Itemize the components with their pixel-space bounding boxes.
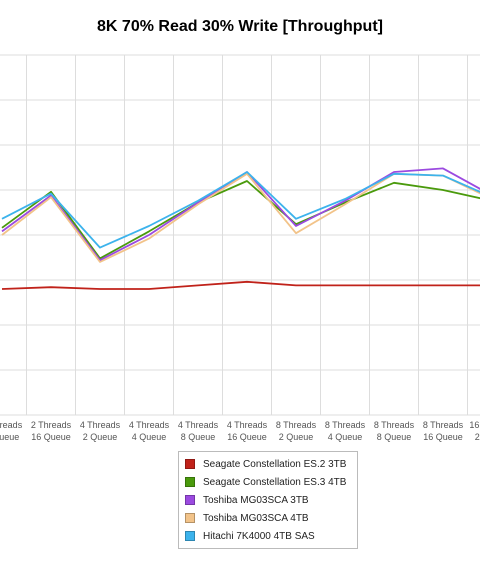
grid xyxy=(0,54,480,416)
series-line-2 xyxy=(1,167,480,262)
legend-item: Toshiba MG03SCA 3TB xyxy=(179,491,357,509)
series-line-4 xyxy=(1,171,480,249)
legend-item: Seagate Constellation ES.2 3TB xyxy=(179,455,357,473)
x-tick-label: 4 Threads 16 Queue xyxy=(227,420,268,442)
legend-label: Seagate Constellation ES.2 3TB xyxy=(203,458,347,470)
legend-item: Toshiba MG03SCA 4TB xyxy=(179,509,357,527)
legend: Seagate Constellation ES.2 3TB Seagate Co… xyxy=(178,451,358,549)
x-tick-label: 8 Threads 4 Queue xyxy=(325,420,366,442)
legend-label: Seagate Constellation ES.3 4TB xyxy=(203,476,347,488)
x-tick-label: 4 Threads 4 Queue xyxy=(129,420,170,442)
x-tick-label: 4 Threads 2 Queue xyxy=(80,420,121,442)
chart-title: 8K 70% Read 30% Write [Throughput] xyxy=(97,18,383,35)
series-lines xyxy=(1,167,480,290)
x-tick-label: 2 Threads 16 Queue xyxy=(31,420,72,442)
legend-label: Toshiba MG03SCA 4TB xyxy=(203,512,309,524)
x-tick-label: 8 Threads 16 Queue xyxy=(423,420,464,442)
series-line-0 xyxy=(1,280,480,290)
legend-swatch xyxy=(185,459,195,469)
legend-swatch xyxy=(185,531,195,541)
x-tick-label: 8 Threads 8 Queue xyxy=(374,420,415,442)
legend-label: Hitachi 7K4000 4TB SAS xyxy=(203,530,315,542)
series-line-1 xyxy=(1,180,480,260)
legend-swatch xyxy=(185,477,195,487)
legend-item: Seagate Constellation ES.3 4TB xyxy=(179,473,357,491)
legend-label: Toshiba MG03SCA 3TB xyxy=(203,494,309,506)
legend-swatch xyxy=(185,513,195,523)
legend-swatch xyxy=(185,495,195,505)
legend-item: Hitachi 7K4000 4TB SAS xyxy=(179,527,357,545)
x-tick-label: 4 Threads 8 Queue xyxy=(178,420,219,442)
x-tick-label: 8 Threads 2 Queue xyxy=(276,420,317,442)
